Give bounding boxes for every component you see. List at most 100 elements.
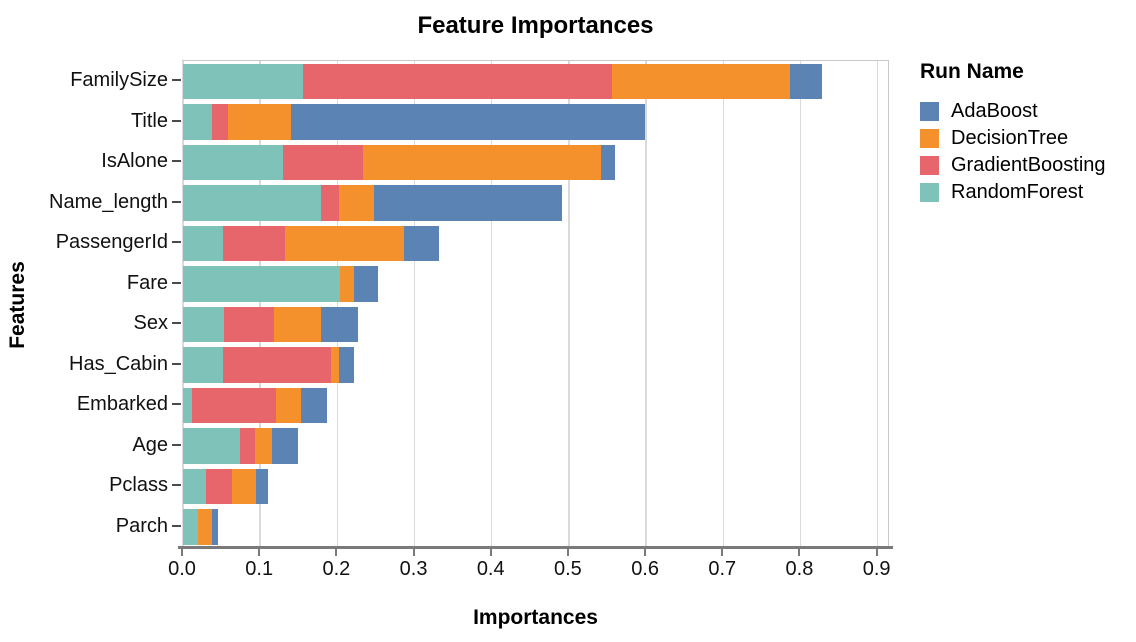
bar-row <box>183 63 890 99</box>
bar-row <box>183 185 890 221</box>
y-tick-mark <box>172 484 181 487</box>
bar-segment-randomforest <box>183 185 322 221</box>
bar-row <box>183 509 890 545</box>
x-tick-label: 0.2 <box>322 558 351 580</box>
y-tick-mark <box>172 200 181 203</box>
gridline <box>568 61 570 546</box>
bar-row <box>183 266 890 302</box>
bar-segment-adaboost <box>601 144 616 180</box>
bar-segment-adaboost <box>256 468 268 504</box>
bar-segment-adaboost <box>271 428 298 464</box>
x-tick-label: 0.6 <box>631 558 659 580</box>
x-tick-mark <box>335 548 338 556</box>
bar-segment-adaboost <box>211 509 219 545</box>
bar-segment-decisiontree <box>198 509 212 545</box>
bar-row <box>183 144 890 180</box>
bar-segment-randomforest <box>183 468 207 504</box>
legend-item: AdaBoost <box>920 98 1136 125</box>
bar-segment-gradientboosting <box>321 185 339 221</box>
legend-title: Run Name <box>920 60 1024 83</box>
gridline <box>876 61 879 546</box>
y-tick-mark <box>172 79 181 82</box>
x-tick-label: 0.0 <box>168 558 196 580</box>
bar-segment-gradientboosting <box>206 468 233 504</box>
x-tick-mark <box>181 548 183 556</box>
y-tick-mark <box>172 403 181 406</box>
bar-segment-randomforest <box>183 63 304 99</box>
bar-segment-adaboost <box>354 266 379 302</box>
bar-segment-randomforest <box>183 428 241 464</box>
bar-row <box>183 347 890 383</box>
gridline <box>336 61 339 546</box>
bar-segment-decisiontree <box>612 63 791 99</box>
y-tick-mark <box>172 119 181 122</box>
y-tick-label: Embarked <box>76 393 168 416</box>
bar-segment-randomforest <box>183 225 224 261</box>
x-tick-mark <box>489 548 492 556</box>
plot-area <box>182 60 889 546</box>
legend-swatch-icon <box>920 183 939 202</box>
bar-segment-gradientboosting <box>223 225 285 261</box>
legend-label: DecisionTree <box>951 127 1069 149</box>
y-tick-mark <box>172 322 181 325</box>
legend-swatch-icon <box>920 102 939 121</box>
y-tick-mark <box>172 241 181 244</box>
gridline <box>722 61 725 546</box>
bar-segment-gradientboosting <box>240 428 255 464</box>
chart-title: Feature Importances <box>417 12 654 39</box>
gridline <box>259 61 261 546</box>
bar-segment-adaboost <box>790 63 823 99</box>
bar-row <box>183 225 890 261</box>
y-tick-label: Fare <box>126 271 168 294</box>
legend: Run Name AdaBoost DecisionTree GradientBoo… <box>920 60 1136 206</box>
bar-segment-adaboost <box>338 347 354 383</box>
x-tick-mark <box>798 548 801 556</box>
y-tick-label: Has_Cabin <box>69 352 168 375</box>
bar-segment-decisiontree <box>276 387 302 423</box>
legend-swatch-icon <box>920 156 939 175</box>
gridline <box>799 61 802 546</box>
x-tick-mark <box>258 548 261 556</box>
y-tick-mark <box>172 362 181 365</box>
y-tick-label: IsAlone <box>101 150 168 173</box>
bar-row <box>183 387 890 423</box>
x-tick-mark <box>566 548 569 556</box>
x-tick-mark <box>412 548 415 556</box>
bar-segment-adaboost <box>373 185 562 221</box>
bar-segment-adaboost <box>291 104 646 140</box>
gridline <box>645 61 647 546</box>
y-tick-label: FamilySize <box>70 69 168 92</box>
y-tick-label: Sex <box>133 312 168 335</box>
bar-segment-adaboost <box>301 387 327 423</box>
y-tick-label: Parch <box>115 514 168 537</box>
bar-segment-adaboost <box>321 306 359 342</box>
gridline <box>413 61 416 546</box>
bar-segment-decisiontree <box>232 468 257 504</box>
bar-row <box>183 428 890 464</box>
x-tick-mark <box>644 548 647 556</box>
bar-segment-gradientboosting <box>303 63 613 99</box>
y-tick-label: Title <box>130 109 168 132</box>
bar-segment-randomforest <box>183 306 224 342</box>
x-tick-label: 0.7 <box>708 558 737 580</box>
bar-segment-decisiontree <box>339 266 355 302</box>
bar-segment-randomforest <box>183 347 224 383</box>
bar-segment-randomforest <box>183 266 340 302</box>
bar-segment-adaboost <box>403 225 440 261</box>
y-tick-mark <box>172 524 181 527</box>
x-tick-mark <box>875 548 878 556</box>
bar-row <box>183 104 890 140</box>
bar-segment-gradientboosting <box>192 387 277 423</box>
bar-segment-randomforest <box>183 104 213 140</box>
x-axis-title: Importances <box>473 606 598 629</box>
bar-segment-gradientboosting <box>223 347 332 383</box>
x-tick-label: 0.3 <box>399 558 428 580</box>
bar-row <box>183 468 890 504</box>
y-tick-label: Name_length <box>49 190 168 213</box>
y-tick-mark <box>172 160 181 163</box>
bar-segment-decisiontree <box>227 104 292 140</box>
bar-segment-decisiontree <box>362 144 602 180</box>
legend-item: DecisionTree <box>920 125 1136 152</box>
legend-swatch-icon <box>920 129 939 148</box>
